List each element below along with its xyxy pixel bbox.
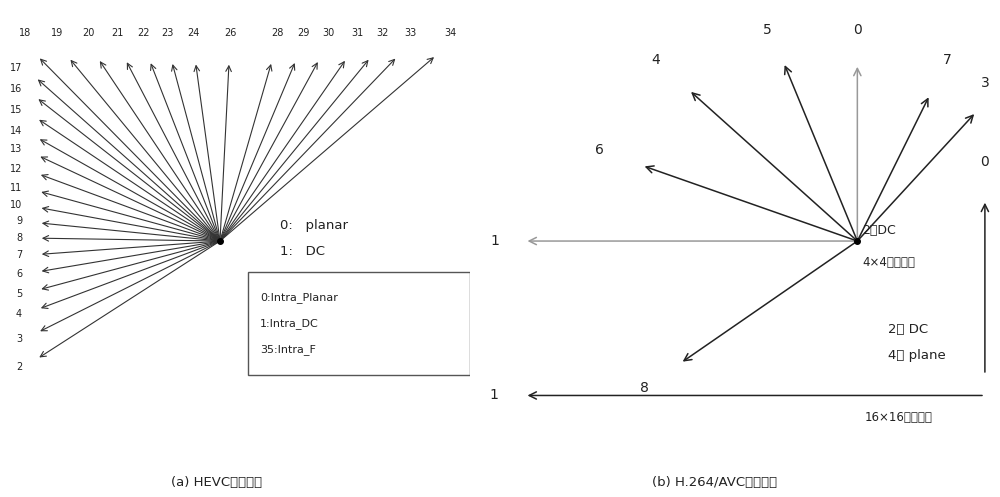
Text: 16×16帧内预测: 16×16帧内预测 xyxy=(864,411,932,424)
Text: 4×4帧内预测: 4×4帧内预测 xyxy=(862,256,915,269)
Text: 32: 32 xyxy=(376,28,388,38)
Text: 14: 14 xyxy=(10,126,22,136)
Text: 2：DC: 2：DC xyxy=(862,224,896,237)
Text: (a) HEVC帧内预测: (a) HEVC帧内预测 xyxy=(171,476,263,489)
Text: 9: 9 xyxy=(16,217,22,227)
Text: 35:Intra_F: 35:Intra_F xyxy=(260,344,316,354)
Text: 1: 1 xyxy=(489,389,498,403)
Text: 8: 8 xyxy=(16,233,22,243)
Text: 28: 28 xyxy=(271,28,283,38)
Text: 13: 13 xyxy=(10,145,22,155)
Text: 8: 8 xyxy=(640,381,649,395)
Text: 0:   planar: 0: planar xyxy=(280,219,348,232)
Text: 0: 0 xyxy=(853,23,862,37)
Text: 1:Intra_DC: 1:Intra_DC xyxy=(260,318,319,329)
Text: 33: 33 xyxy=(404,28,416,38)
Text: 1:   DC: 1: DC xyxy=(280,245,325,258)
Text: 5: 5 xyxy=(763,23,772,37)
Text: 15: 15 xyxy=(10,105,22,115)
Text: 3: 3 xyxy=(981,76,989,89)
Text: 19: 19 xyxy=(51,28,63,38)
Text: 21: 21 xyxy=(111,28,123,38)
Text: 0:Intra_Planar: 0:Intra_Planar xyxy=(260,292,338,303)
Text: 5: 5 xyxy=(16,289,22,299)
Text: 26: 26 xyxy=(224,28,236,38)
Bar xyxy=(248,272,470,375)
Text: 2: 2 xyxy=(16,362,22,372)
Text: 4： plane: 4： plane xyxy=(888,349,946,362)
Text: 6: 6 xyxy=(595,144,604,158)
Text: 34: 34 xyxy=(444,28,456,38)
Text: 24: 24 xyxy=(187,28,199,38)
Text: 6: 6 xyxy=(16,269,22,279)
Text: 4: 4 xyxy=(16,309,22,319)
Text: 20: 20 xyxy=(82,28,94,38)
Text: 18: 18 xyxy=(19,28,31,38)
Text: 17: 17 xyxy=(10,63,22,73)
Text: 31: 31 xyxy=(351,28,363,38)
Text: 29: 29 xyxy=(297,28,309,38)
Text: 11: 11 xyxy=(10,182,22,192)
Text: 10: 10 xyxy=(10,200,22,210)
Text: 23: 23 xyxy=(161,28,173,38)
Text: 2： DC: 2： DC xyxy=(888,324,928,336)
Text: 1: 1 xyxy=(491,234,500,248)
Text: 12: 12 xyxy=(10,164,22,174)
Text: 0: 0 xyxy=(981,155,989,169)
Text: 30: 30 xyxy=(322,28,334,38)
Text: 7: 7 xyxy=(16,250,22,260)
Text: 22: 22 xyxy=(137,28,149,38)
Text: 3: 3 xyxy=(16,334,22,344)
Text: 16: 16 xyxy=(10,83,22,93)
Text: (b) H.264/AVC帧内预测: (b) H.264/AVC帧内预测 xyxy=(652,476,778,489)
Text: 4: 4 xyxy=(651,53,660,67)
Text: 7: 7 xyxy=(943,53,952,67)
